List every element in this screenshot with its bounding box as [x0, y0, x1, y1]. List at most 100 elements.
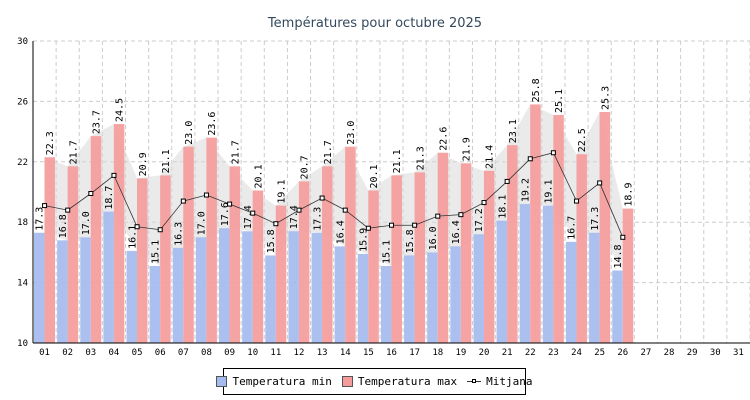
data-label-min: 16.4 [451, 220, 462, 244]
bar-max [90, 136, 102, 343]
average-point [481, 200, 487, 206]
bar-max [368, 190, 379, 343]
data-label-max: 21.7 [323, 140, 334, 164]
bar-min [149, 265, 161, 343]
bar-min [311, 232, 323, 343]
x-tick-label: 06 [155, 348, 166, 358]
x-tick-label: 07 [178, 348, 189, 358]
x-tick-label: 29 [687, 348, 698, 358]
y-tick-label: 10 [17, 339, 28, 349]
bar-min [565, 241, 577, 343]
data-label-min: 16.1 [127, 225, 138, 249]
bar-max [183, 146, 194, 343]
data-label-min: 17.6 [220, 202, 231, 226]
y-tick-label: 30 [17, 37, 28, 47]
average-point [227, 201, 233, 207]
average-point [527, 156, 533, 162]
data-label-max: 23.7 [92, 110, 103, 134]
x-tick-label: 08 [201, 348, 212, 358]
x-tick-label: 11 [270, 348, 281, 358]
bar-max [437, 152, 449, 343]
data-label-min: 16.8 [58, 214, 69, 238]
data-label-min: 18.1 [497, 195, 508, 219]
legend-label-average: Mitjana [486, 375, 533, 388]
y-tick-label: 22 [17, 158, 28, 168]
data-label-max: 23.0 [346, 121, 357, 145]
bar-min [496, 220, 508, 343]
bar-min [126, 250, 138, 343]
x-tick-label: 13 [317, 348, 328, 358]
average-point [319, 195, 325, 201]
bar-min [450, 246, 461, 343]
data-label-min: 18.7 [104, 186, 115, 210]
data-label-max: 19.1 [277, 179, 288, 203]
bar-min [80, 237, 91, 343]
x-tick-label: 18 [432, 348, 443, 358]
average-point [88, 191, 94, 197]
data-label-max: 24.5 [115, 98, 126, 122]
data-label-max: 25.3 [600, 86, 611, 110]
x-tick-label: 22 [525, 348, 536, 358]
bar-max [553, 114, 564, 344]
x-tick-label: 28 [664, 348, 675, 358]
legend-swatch-average [467, 376, 482, 387]
average-point [157, 227, 163, 233]
bar-max [622, 208, 634, 343]
average-point [296, 207, 302, 213]
average-point [65, 207, 71, 213]
x-tick-label: 25 [594, 348, 605, 358]
average-point [550, 150, 556, 156]
bar-max [206, 137, 217, 343]
average-point [42, 203, 48, 209]
bar-min [404, 255, 415, 343]
x-tick-label: 16 [386, 348, 397, 358]
data-label-min: 15.8 [405, 229, 416, 253]
x-tick-label: 15 [363, 348, 374, 358]
data-label-max: 18.9 [623, 183, 634, 207]
average-point [273, 221, 279, 227]
bar-min [589, 232, 600, 343]
data-label-min: 19.1 [544, 179, 555, 203]
data-label-max: 21.1 [161, 149, 172, 173]
bar-max [252, 190, 264, 343]
bar-min [519, 204, 531, 343]
average-point [412, 222, 418, 228]
data-label-min: 16.4 [335, 220, 346, 244]
data-label-min: 17.2 [474, 208, 485, 232]
legend-label-max: Temperatura max [357, 375, 458, 388]
data-label-max: 23.1 [508, 119, 519, 143]
data-label-min: 15.1 [150, 240, 161, 264]
data-label-max: 21.1 [392, 149, 403, 173]
bar-min [172, 247, 184, 343]
bar-min [195, 237, 207, 343]
x-tick-label: 09 [224, 348, 235, 358]
chart-title: Températures pour octubre 2025 [267, 16, 483, 31]
bar-min [427, 252, 438, 343]
average-point [365, 225, 371, 231]
y-tick-label: 14 [17, 279, 28, 289]
bar-max [275, 205, 287, 343]
average-point [134, 224, 140, 230]
data-label-min: 16.0 [428, 226, 439, 250]
bar-min [242, 231, 253, 343]
x-tick-label: 30 [710, 348, 721, 358]
data-label-min: 17.4 [289, 205, 300, 229]
bar-max [113, 124, 125, 343]
bar-min [357, 253, 369, 343]
bar-min [288, 231, 299, 343]
average-point [342, 207, 348, 213]
legend-label-min: Temperatura min [232, 375, 332, 388]
bar-max [507, 145, 518, 343]
y-tick-label: 18 [17, 218, 28, 228]
data-label-min: 17.0 [197, 211, 208, 235]
average-point [389, 222, 394, 228]
legend-swatch-max [341, 376, 353, 387]
bar-min [57, 240, 68, 343]
bar-max [160, 175, 171, 343]
average-point [504, 178, 510, 184]
data-label-min: 15.8 [266, 229, 277, 253]
bar-min [334, 246, 346, 343]
x-tick-label: 12 [294, 348, 305, 358]
bar-min [265, 255, 276, 343]
bar-min [219, 228, 230, 343]
